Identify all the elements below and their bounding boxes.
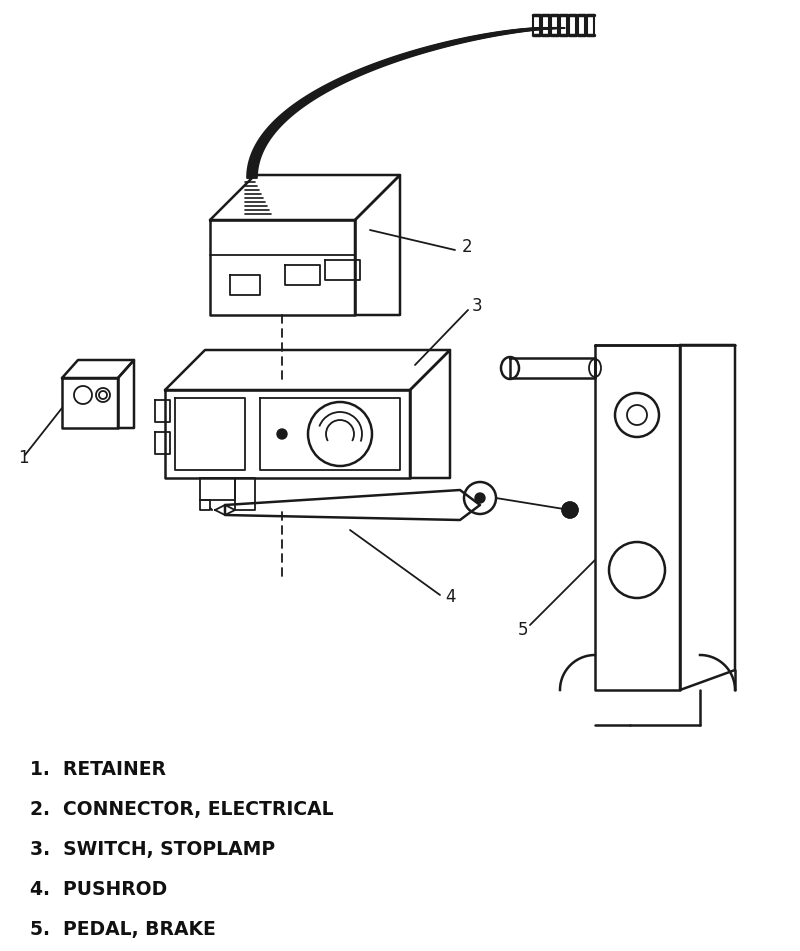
Circle shape: [277, 429, 287, 439]
Circle shape: [562, 502, 578, 518]
Circle shape: [475, 493, 485, 503]
Text: 5: 5: [518, 621, 528, 639]
Text: 2: 2: [462, 238, 473, 256]
Text: 1.  RETAINER: 1. RETAINER: [30, 760, 166, 779]
Text: 5.  PEDAL, BRAKE: 5. PEDAL, BRAKE: [30, 920, 216, 939]
Circle shape: [562, 502, 578, 518]
Text: 2.  CONNECTOR, ELECTRICAL: 2. CONNECTOR, ELECTRICAL: [30, 800, 334, 819]
Text: 3: 3: [472, 297, 482, 315]
Text: 4.  PUSHROD: 4. PUSHROD: [30, 880, 167, 899]
Text: 4: 4: [445, 588, 455, 606]
Text: 3.  SWITCH, STOPLAMP: 3. SWITCH, STOPLAMP: [30, 840, 275, 859]
Text: 1: 1: [18, 449, 29, 467]
